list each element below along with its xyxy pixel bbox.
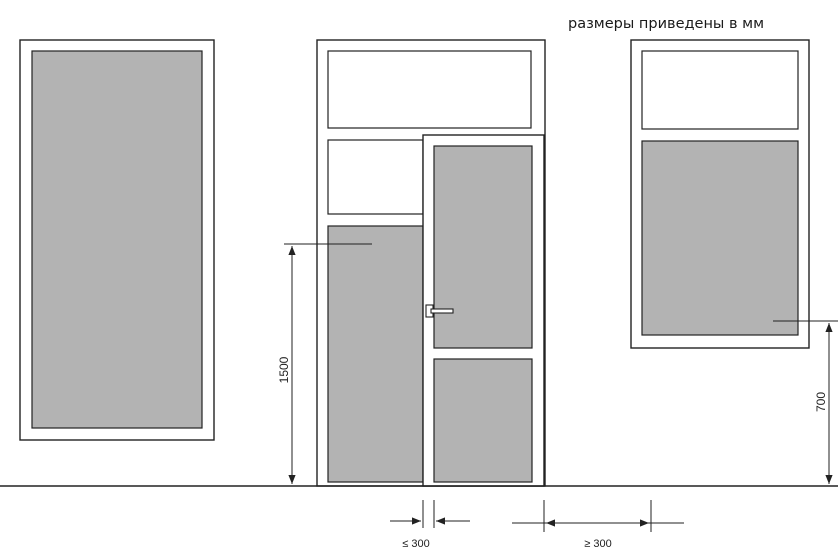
dimension-700: 700 [773, 320, 838, 484]
units-note: размеры приведены в мм [568, 16, 765, 32]
door-handle-icon [425, 304, 454, 318]
right-window-upper-panel [641, 50, 799, 130]
dimension-handle-offset: ≤ 300 [390, 500, 470, 550]
left-window [19, 39, 215, 441]
right-window [630, 39, 810, 349]
dimension-700-label: 700 [814, 392, 828, 412]
side-upper-panel [327, 139, 424, 215]
transom-panel [327, 50, 532, 129]
dimension-handle-offset-label: ≤ 300 [402, 538, 429, 550]
door-assembly [316, 39, 546, 487]
door-upper-glass [433, 145, 533, 349]
door-lower-glass [433, 358, 533, 483]
side-glass-panel [327, 225, 424, 483]
left-window-glass [31, 50, 203, 429]
dimension-door-clearance-label: ≥ 300 [584, 538, 611, 550]
dimension-1500-label: 1500 [277, 356, 291, 383]
dimension-1500: 1500 [277, 243, 372, 484]
dimension-door-clearance: ≥ 300 [512, 500, 684, 550]
right-window-glass [641, 140, 799, 336]
